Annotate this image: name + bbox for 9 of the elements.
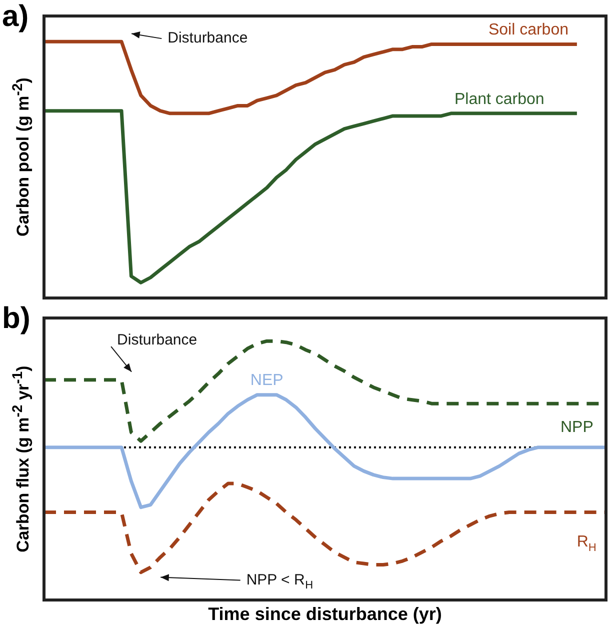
annotation: Disturbance — [117, 332, 198, 349]
series-label: NEP — [250, 372, 284, 390]
chart-title: b) — [2, 302, 30, 336]
series-label: Soil carbon — [488, 22, 569, 39]
series-label: Plant carbon — [454, 90, 544, 108]
chart-title: a) — [2, 0, 29, 34]
series-label: NPP — [560, 418, 594, 436]
x-axis-title: Time since disturbance (yr) — [207, 604, 443, 625]
annotation: Disturbance — [168, 30, 248, 47]
